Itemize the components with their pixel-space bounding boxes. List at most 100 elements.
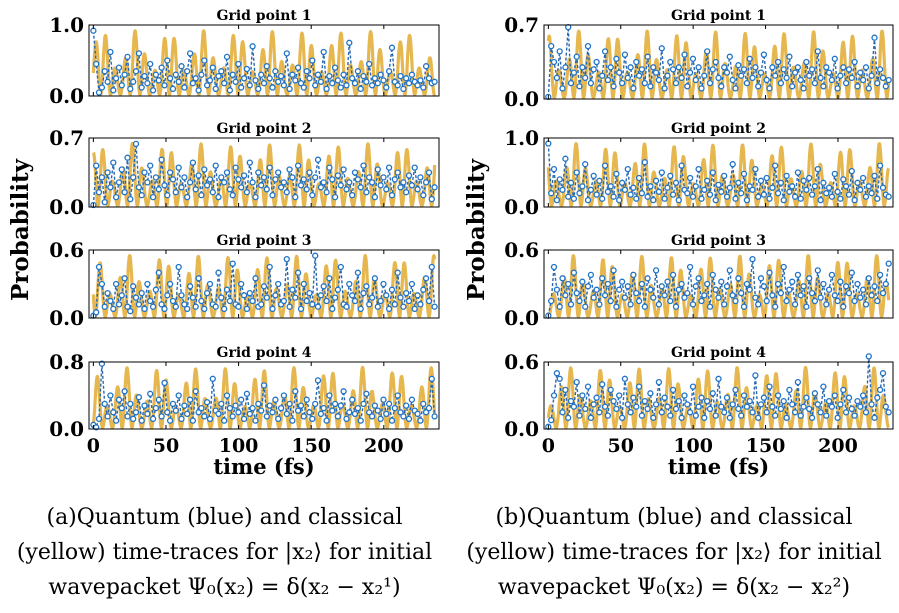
quantum-point [349,292,356,299]
quantum-point [851,58,858,66]
quantum-point [678,414,685,421]
quantum-point [627,191,634,198]
quantum-point [627,64,634,71]
quantum-point [664,278,671,285]
quantum-point [425,75,433,82]
quantum-point [845,289,853,297]
quantum-point [397,184,404,191]
quantum-point [235,409,242,416]
quantum-point [698,394,705,401]
quantum-point [845,394,853,401]
quantum-point [661,394,668,401]
quantum-point [221,80,228,87]
quantum-point [871,414,878,421]
quantum-point [118,292,125,299]
quantum-point [672,405,680,413]
subplot-title: Grid point 4 [216,345,311,361]
quantum-point [590,294,597,301]
quantum-point [692,283,699,290]
quantum-point [189,80,197,87]
quantum-point [118,82,125,89]
quantum-point [226,297,234,305]
quantum-point [650,196,657,204]
quantum-point [306,75,313,82]
quantum-point [661,292,668,299]
quantum-point [678,162,685,169]
quantum-point [360,289,367,297]
quantum-point [115,64,123,71]
quantum-point [238,84,245,91]
quantum-point [763,76,770,84]
quantum-point [192,388,199,395]
x-tick-label: 50 [608,435,634,457]
quantum-point [582,303,589,310]
quantum-point [405,172,413,179]
quantum-point [280,297,288,305]
quantum-point [292,77,299,84]
quantum-point [283,50,290,57]
quantum-point [610,193,617,200]
quantum-point [405,415,413,423]
quantum-point [172,303,179,310]
quantum-point [746,397,753,405]
y-tick-label: 0.6 [49,238,84,262]
quantum-point [283,410,290,418]
quantum-point [351,410,359,418]
quantum-point [238,280,245,288]
quantum-point [879,370,887,377]
quantum-point [238,396,245,403]
quantum-point [366,301,373,308]
quantum-point [388,192,396,199]
quantum-point [712,196,719,204]
quantum-point [98,84,106,91]
quantum-point [874,394,881,401]
quantum-point [709,169,716,176]
quantum-point [831,292,838,299]
quantum-point [329,305,336,313]
quantum-point [246,289,253,297]
quantum-point [672,79,680,87]
quantum-point [763,409,770,416]
quantum-point [161,305,168,313]
quantum-point [203,182,211,189]
quantum-point [192,75,199,82]
quantum-point [885,193,892,200]
quantum-point [842,183,850,190]
quantum-point [394,392,401,399]
quantum-point [104,169,111,176]
quantum-point [232,164,239,171]
quantum-point [641,397,648,405]
quantum-point [303,297,310,305]
quantum-point [422,409,430,416]
quantum-point [201,305,208,313]
quantum-point [701,186,708,193]
quantum-point [340,388,347,395]
quantum-point [584,383,592,390]
quantum-point [303,68,310,75]
quantum-point [130,415,137,423]
quantum-point [740,170,748,178]
quantum-point [95,89,103,96]
quantum-point [158,156,165,163]
quantum-point [166,417,174,424]
quantum-point [226,87,234,94]
quantum-point [740,392,748,399]
quantum-point [701,72,708,79]
caption-a: (a)Quantum (blue) and classical (yellow)… [0,500,449,605]
quantum-point [780,397,787,405]
quantum-point [675,196,682,204]
quantum-point [721,301,728,308]
quantum-point [124,413,131,420]
quantum-point [712,286,719,293]
quantum-point [752,372,759,379]
quantum-point [823,190,830,197]
quantum-point [791,193,799,200]
quantum-point [755,83,762,90]
quantum-point [428,263,435,271]
quantum-point [312,174,319,181]
quantum-point [851,196,858,204]
quantum-point [95,415,103,423]
quantum-point [686,263,694,271]
quantum-point [732,386,739,394]
quantum-point [876,66,884,73]
